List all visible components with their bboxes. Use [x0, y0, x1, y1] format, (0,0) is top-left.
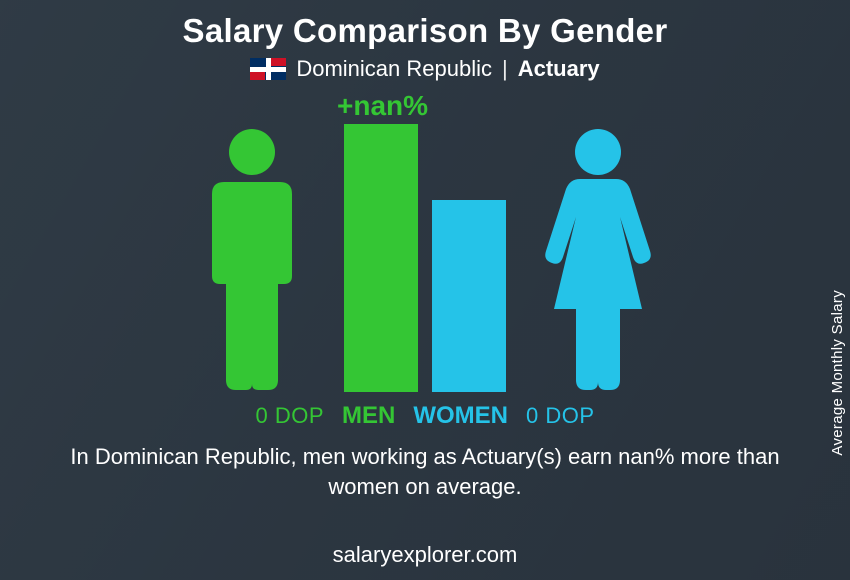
y-axis-label: Average Monthly Salary [830, 290, 847, 456]
bar-men [344, 124, 418, 392]
header: Salary Comparison By Gender Dominican Re… [0, 0, 850, 82]
separator: | [502, 56, 508, 82]
footer-attribution: salaryexplorer.com [0, 542, 850, 568]
page-title: Salary Comparison By Gender [0, 12, 850, 50]
women-label: WOMEN [413, 402, 508, 430]
men-value: 0 DOP [255, 403, 324, 429]
summary-text: In Dominican Republic, men working as Ac… [0, 442, 850, 501]
job-label: Actuary [518, 56, 600, 82]
country-label: Dominican Republic [296, 56, 492, 82]
chart-area: +nan% 0 DOP MEN WOMEN 0 DOP [0, 90, 850, 440]
diff-label: +nan% [337, 90, 428, 122]
woman-icon [538, 127, 658, 392]
subtitle-row: Dominican Republic | Actuary [0, 56, 850, 82]
flag-icon [250, 58, 286, 80]
women-value: 0 DOP [526, 403, 595, 429]
bar-women [432, 200, 506, 392]
bar-label-row: 0 DOP MEN WOMEN 0 DOP [0, 402, 850, 430]
man-icon [192, 127, 312, 392]
men-label: MEN [342, 402, 395, 430]
